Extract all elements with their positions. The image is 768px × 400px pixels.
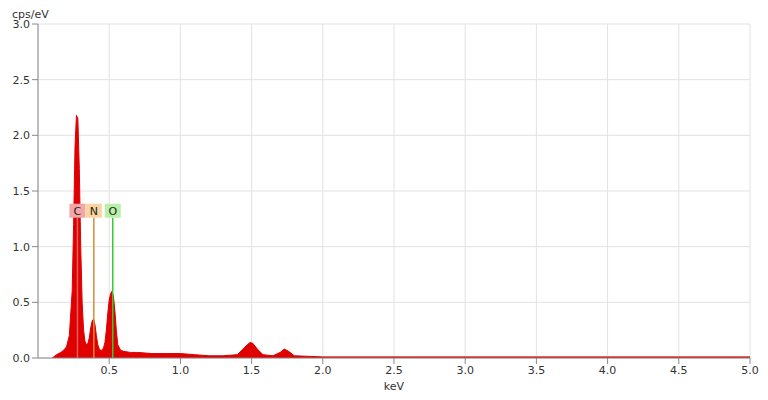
svg-text:1.5: 1.5: [243, 364, 261, 377]
svg-text:0.5: 0.5: [13, 296, 31, 309]
svg-text:3.0: 3.0: [456, 364, 474, 377]
svg-text:2.0: 2.0: [13, 129, 31, 142]
svg-text:C: C: [74, 205, 82, 218]
svg-text:3.0: 3.0: [13, 18, 31, 31]
svg-text:2.0: 2.0: [314, 364, 332, 377]
svg-text:0.0: 0.0: [13, 352, 31, 365]
svg-text:O: O: [108, 205, 117, 218]
svg-text:1.5: 1.5: [13, 185, 31, 198]
html-text:cps/eV: cps/eV: [12, 8, 49, 21]
svg-text:2.5: 2.5: [385, 364, 403, 377]
svg-text:keV: keV: [384, 380, 405, 392]
svg-text:3.5: 3.5: [528, 364, 546, 377]
svg-text:5.0: 5.0: [741, 364, 759, 377]
svg-text:4.0: 4.0: [599, 364, 617, 377]
svg-text:1.0: 1.0: [172, 364, 190, 377]
svg-text:2.5: 2.5: [13, 74, 31, 87]
svg-text:N: N: [90, 205, 98, 218]
svg-text:4.5: 4.5: [670, 364, 688, 377]
svg-text:1.0: 1.0: [13, 241, 31, 254]
svg-text:0.5: 0.5: [100, 364, 118, 377]
